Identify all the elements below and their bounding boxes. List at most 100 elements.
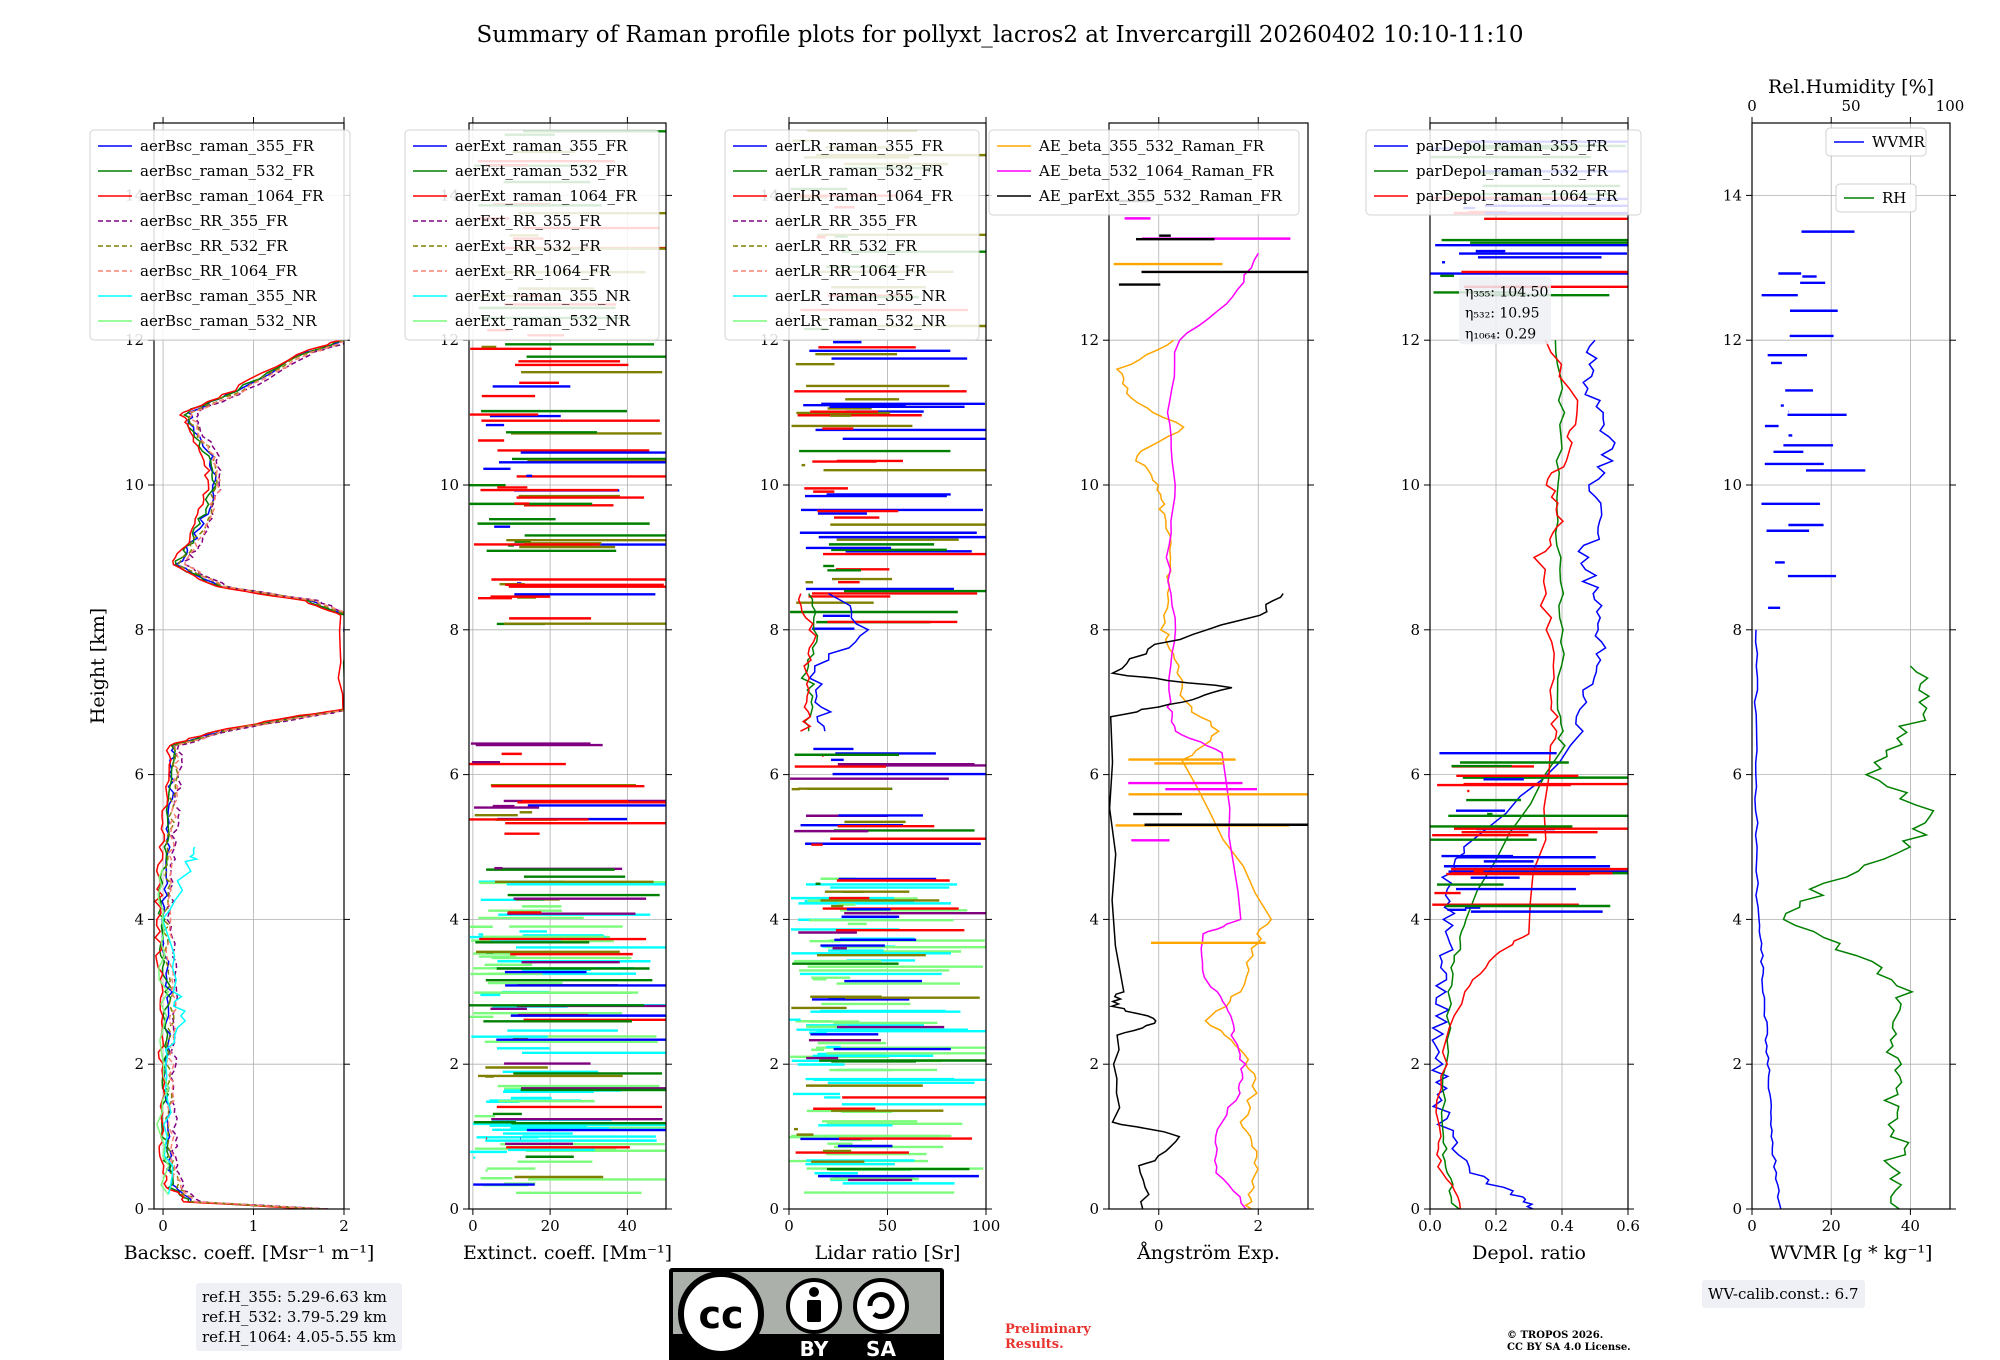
axes-frame: [1751, 122, 1951, 1210]
eta-annotation-box: [1459, 276, 1551, 345]
preliminary-line-2: Results.: [1005, 1337, 1064, 1352]
y-tick-label: 10: [440, 476, 459, 494]
x-axis-label: Depol. ratio: [1472, 1242, 1586, 1264]
eta-annotation-2: η₁₀₆₄: 0.29: [1465, 326, 1536, 342]
x-axis-label: Lidar ratio [Sr]: [815, 1242, 961, 1264]
legend-label-AE_beta_532_1064_Raman_FR: AE_beta_532_1064_Raman_FR: [1038, 162, 1274, 180]
y-axis-label: Height [km]: [87, 608, 109, 724]
legend-label-aerBsc_raman_532_NR: aerBsc_raman_532_NR: [140, 312, 317, 330]
axes-frame: [1429, 122, 1629, 1210]
legend-label-aerLR_RR_355_FR: aerLR_RR_355_FR: [775, 212, 917, 230]
figure-title: Summary of Raman profile plots for polly…: [476, 22, 1524, 48]
y-tick-label: 2: [134, 1055, 144, 1073]
series-line-aerBsc_RR_1064_FR: [165, 340, 344, 1209]
legend-box: [404, 129, 660, 341]
series-line-AE_parExt_355_532_Raman_FR: [1109, 593, 1284, 1209]
legend-label-aerExt_raman_532_NR: aerExt_raman_532_NR: [455, 312, 631, 330]
x2-tick-label: 0: [1747, 97, 1757, 115]
x-tick-label: 0.2: [1484, 1217, 1508, 1235]
legend-label-parDepol_raman_532_FR: parDepol_raman_532_FR: [1416, 162, 1609, 180]
legend-label-aerBsc_RR_1064_FR: aerBsc_RR_1064_FR: [140, 262, 298, 280]
y-tick-label: 0: [1410, 1200, 1420, 1218]
series-line-aerBsc_raman_1064_FR: [154, 339, 344, 1209]
series-line-aerBsc_raman_532_FR: [157, 339, 344, 1209]
y-tick-label: 4: [134, 910, 144, 928]
legend-label-aerExt_raman_1064_FR: aerExt_raman_1064_FR: [455, 187, 637, 205]
legend-label-aerExt_RR_532_FR: aerExt_RR_532_FR: [455, 237, 602, 255]
x-tick-label: 0: [784, 1217, 794, 1235]
y-tick-label: 0: [449, 1200, 459, 1218]
panel-4: 0 2 0 2 4 6 8 10 12 Ångström Exp. AE_beta_355_532_…: [988, 117, 1314, 1264]
x-tick-label: 40: [618, 1217, 637, 1235]
y-tick-label: 6: [449, 766, 459, 784]
series-line-parDepol_raman_355_FR: [1430, 339, 1616, 1209]
by-text: BY: [800, 1337, 829, 1360]
y-tick-label: 2: [1732, 1055, 1742, 1073]
x-tick-label: 2: [1253, 1217, 1263, 1235]
y-tick-label: 8: [449, 621, 459, 639]
x-tick-label: 0: [158, 1217, 168, 1235]
x2-axis-label: Rel.Humidity [%]: [1768, 76, 1934, 98]
wv-calib-box: WV-calib.const.: 6.7: [1702, 1280, 1865, 1308]
series-line-aerLR_raman_1064_FR: [797, 593, 817, 732]
plot-area-2: [469, 123, 666, 1209]
y-tick-label: 14: [1723, 186, 1742, 204]
legend-label-RH: RH: [1882, 189, 1906, 207]
legend-label-aerLR_raman_355_FR: aerLR_raman_355_FR: [775, 137, 944, 155]
y-tick-label: 6: [1410, 766, 1420, 784]
y-tick-label: 2: [449, 1055, 459, 1073]
y-tick-label: 0: [134, 1200, 144, 1218]
x2-tick-label: 50: [1841, 97, 1860, 115]
legend-label-AE_beta_355_532_Raman_FR: AE_beta_355_532_Raman_FR: [1038, 137, 1265, 155]
panel-6: 0 20 40 0 2 4 6 8 10 12 14 WVMR [g * kg⁻¹] 0 50 100Rel…: [1723, 76, 1964, 1264]
panel-1: 01202468101214Backsc. coeff. [Msr⁻¹ m⁻¹]…: [87, 117, 374, 1264]
x-axis-label: WVMR [g * kg⁻¹]: [1770, 1242, 1933, 1264]
cc-license-badge: cc BY SA: [669, 1268, 944, 1360]
y-tick-label: 6: [1089, 766, 1099, 784]
legend-label-aerExt_RR_355_FR: aerExt_RR_355_FR: [455, 212, 602, 230]
legend-label-aerLR_raman_355_NR: aerLR_raman_355_NR: [775, 287, 946, 305]
legend-box-RH: [1835, 183, 1917, 213]
y-tick-label: 6: [134, 766, 144, 784]
y-tick-label: 8: [1732, 621, 1742, 639]
y-tick-label: 4: [769, 910, 779, 928]
series-line-parDepol_raman_1064_FR: [1435, 339, 1579, 1209]
by-person-body: [807, 1300, 821, 1322]
sa-text: SA: [866, 1337, 896, 1360]
series-line-RH: [1782, 665, 1935, 1209]
x-tick-label: 100: [972, 1217, 1001, 1235]
y-tick-label: 0: [769, 1200, 779, 1218]
y-tick-label: 2: [1089, 1055, 1099, 1073]
y-tick-label: 12: [1723, 331, 1742, 349]
y-tick-label: 0: [1089, 1200, 1099, 1218]
y-tick-label: 4: [1410, 910, 1420, 928]
legend-box-WVMR: [1825, 127, 1927, 157]
legend-label-aerBsc_raman_532_FR: aerBsc_raman_532_FR: [140, 162, 315, 180]
series-line-aerLR_raman_532_FR: [800, 593, 819, 732]
legend-label-aerExt_RR_1064_FR: aerExt_RR_1064_FR: [455, 262, 611, 280]
y-tick-label: 10: [760, 476, 779, 494]
eta-annotation-0: η₃₅₅: 104.50: [1465, 284, 1548, 300]
series-line-WVMR: [1753, 629, 1782, 1209]
x-axis-label: Ångström Exp.: [1136, 1242, 1280, 1264]
x-axis-label: Extinct. coeff. [Mm⁻¹]: [463, 1242, 672, 1264]
y-tick-label: 8: [1089, 621, 1099, 639]
legend-box: [1365, 129, 1642, 216]
x-tick-label: 40: [1901, 1217, 1920, 1235]
legend-box: [724, 129, 980, 341]
panel-2: 0204002468101214Extinct. coeff. [Mm⁻¹]ae…: [404, 117, 672, 1264]
ref-height-1064: ref.H_1064: 4.05-5.55 km: [202, 1328, 397, 1346]
legend-label-aerLR_RR_532_FR: aerLR_RR_532_FR: [775, 237, 917, 255]
axes-frame: [153, 122, 345, 1210]
x-tick-label: 50: [878, 1217, 897, 1235]
preliminary-note: Preliminary Results.: [1005, 1322, 1091, 1352]
panel-5: η₃₅₅: 104.50 η₅₃₂: 10.95 η₁₀₆₄: 0.29 0.0 0.2…: [1365, 117, 1642, 1264]
copyright-line-2: CC BY SA 4.0 License.: [1507, 1342, 1631, 1353]
legend-box: [89, 129, 351, 341]
y-tick-label: 6: [1732, 766, 1742, 784]
series-line-aerBsc_raman_532_NR: [156, 868, 170, 1195]
y-tick-label: 4: [1732, 910, 1742, 928]
legend-label-aerLR_raman_532_NR: aerLR_raman_532_NR: [775, 312, 946, 330]
reference-height-box: ref.H_355: 5.29-6.63 km ref.H_532: 3.79-…: [196, 1283, 403, 1351]
legend-label-aerLR_RR_1064_FR: aerLR_RR_1064_FR: [775, 262, 927, 280]
